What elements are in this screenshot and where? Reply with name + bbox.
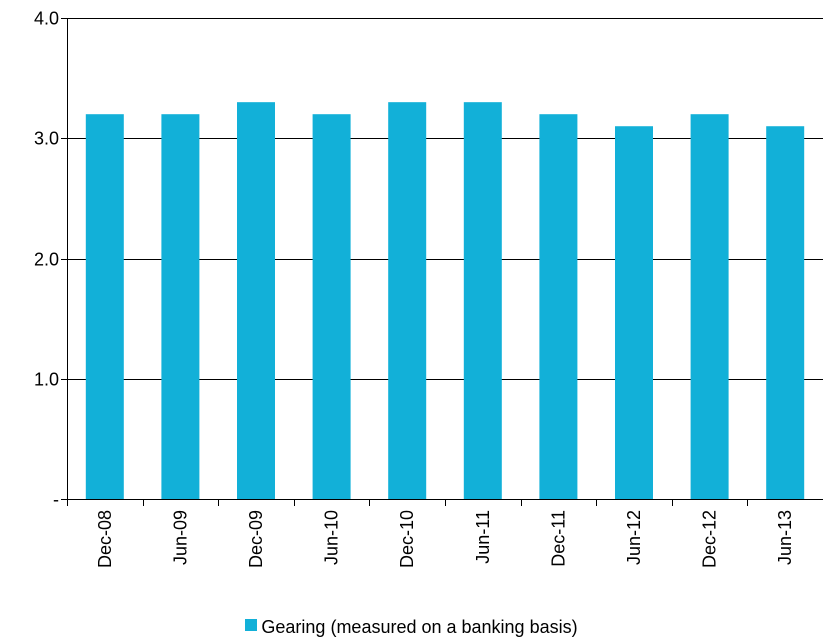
- x-tick-label-Dec-10: Dec-10: [397, 510, 417, 568]
- x-tick-label-Jun-10: Jun-10: [322, 510, 342, 565]
- x-tick-label-Jun-13: Jun-13: [775, 510, 795, 565]
- x-tick-label-Dec-08: Dec-08: [95, 510, 115, 568]
- y-tick-label-0: -: [53, 490, 59, 510]
- bar-Dec-10: [388, 102, 427, 500]
- y-tick-label-4: 4.0: [34, 9, 59, 29]
- x-tick-label-Dec-09: Dec-09: [246, 510, 266, 568]
- legend: Gearing (measured on a banking basis): [0, 616, 823, 638]
- bar-Dec-11: [539, 114, 578, 499]
- y-tick-label-3: 3.0: [34, 129, 59, 149]
- bar-Jun-12: [615, 126, 653, 499]
- y-tick-label-2: 2.0: [34, 250, 59, 270]
- y-tick-label-1: 1.0: [34, 370, 59, 390]
- x-tick-labels: Dec-08 Jun-09 Dec-09 Jun-10 Dec-10 Jun-11 Dec-…: [95, 510, 795, 568]
- bar-Jun-13: [766, 126, 805, 499]
- bar-Dec-08: [85, 114, 124, 499]
- x-tick-label-Jun-09: Jun-09: [170, 510, 190, 565]
- bar-Dec-12: [690, 114, 729, 499]
- bar-Dec-09: [237, 102, 275, 500]
- axes: [61, 18, 823, 506]
- x-tick-label-Jun-12: Jun-12: [624, 510, 644, 565]
- bar-Jun-11: [463, 102, 502, 500]
- bars: [85, 102, 805, 500]
- y-tick-labels: - 1.0 2.0 3.0 4.0: [34, 9, 59, 510]
- x-tick-label-Jun-11: Jun-11: [473, 510, 493, 564]
- bar-Jun-09: [161, 114, 200, 499]
- x-tick-label-Dec-11: Dec-11: [548, 510, 568, 567]
- bar-Jun-10: [312, 114, 351, 499]
- bar-chart: -1.02.03.04.0 Dec-08 Jun-09 Dec-09 Jun-10 De…: [34, 9, 823, 568]
- legend-label: Gearing (measured on a banking basis): [261, 616, 578, 637]
- legend-swatch: [245, 619, 258, 632]
- x-tick-label-Dec-12: Dec-12: [700, 510, 720, 568]
